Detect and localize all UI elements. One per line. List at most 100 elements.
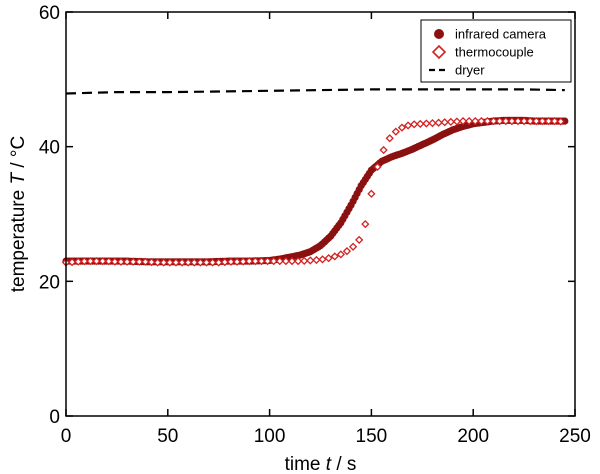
thermocouple-point <box>98 257 107 266</box>
thermocouple-point <box>391 127 400 136</box>
x-tick-label: 150 <box>356 426 388 447</box>
thermocouple-point <box>110 257 119 266</box>
thermocouple-point <box>300 256 309 265</box>
y-axis-title-prefix: temperature <box>8 185 29 293</box>
x-axis-title: time t / s <box>285 454 357 474</box>
thermocouple-point <box>489 116 498 126</box>
thermocouple-point <box>135 257 144 266</box>
thermocouple-point <box>116 257 126 266</box>
legend-box <box>420 19 572 83</box>
legend-label: dryer <box>455 63 485 78</box>
thermocouple-point <box>190 258 199 267</box>
thermocouple-point <box>556 117 565 126</box>
thermocouple-point <box>165 258 174 267</box>
y-axis-title: temperature T / °C <box>8 136 29 293</box>
y-tick-label: 60 <box>39 3 60 24</box>
legend-entries: infrared camera thermocouple dryer <box>429 27 547 78</box>
thermocouple-point <box>177 258 187 267</box>
thermocouple-point <box>184 258 193 267</box>
thermocouple-point <box>122 257 132 266</box>
thermocouple-point <box>336 250 345 259</box>
thermocouple-point <box>104 257 113 266</box>
thermocouple-point <box>208 258 217 267</box>
thermocouple-point <box>397 123 407 132</box>
plot-area <box>61 88 569 267</box>
thermocouple-point <box>220 257 229 267</box>
thermocouple-point <box>306 256 315 265</box>
thermocouple-point <box>147 257 156 267</box>
series-infrared-camera <box>62 116 569 266</box>
x-tick-label: 100 <box>254 426 286 447</box>
thermocouple-point <box>275 257 284 266</box>
y-axis-title-unit: / °C <box>8 136 29 173</box>
x-tick-label: 50 <box>157 426 178 447</box>
thermocouple-point <box>526 116 535 126</box>
thermocouple-point <box>355 235 364 244</box>
thermocouple-point <box>312 255 321 265</box>
thermocouple-point <box>348 242 358 251</box>
thermocouple-point <box>416 119 425 129</box>
thermocouple-point <box>385 134 394 143</box>
thermocouple-point <box>342 247 352 256</box>
thermocouple-point <box>519 116 529 126</box>
legend-entry: dryer <box>429 63 485 78</box>
y-tick-label: 20 <box>39 272 60 293</box>
thermocouple-point <box>330 252 339 261</box>
thermocouple-point <box>239 257 248 266</box>
y-tick-label: 40 <box>39 138 60 159</box>
thermocouple-point <box>74 257 83 266</box>
legend-entry: thermocouple <box>431 44 534 60</box>
thermocouple-point <box>471 116 480 126</box>
y-axis-title-variable: T <box>8 172 29 185</box>
legend-marker-thermocouple <box>431 44 447 60</box>
series-dryer <box>65 88 565 95</box>
thermocouple-point <box>410 120 419 129</box>
x-axis-title-prefix: time <box>285 454 326 474</box>
x-tick-label: 0 <box>61 426 72 447</box>
thermocouple-point <box>495 116 504 126</box>
thermocouple-point <box>452 117 462 126</box>
thermocouple-point <box>446 117 455 127</box>
thermocouple-point <box>483 116 492 126</box>
thermocouple-point <box>379 145 388 155</box>
legend-entry: infrared camera <box>434 27 547 42</box>
thermocouple-point <box>501 116 510 126</box>
thermocouple-point <box>202 258 211 267</box>
thermocouple-point <box>251 257 260 266</box>
thermocouple-point <box>434 118 443 127</box>
thermocouple-point <box>318 255 327 264</box>
thermocouple-point <box>477 116 486 126</box>
series-thermocouple <box>61 116 565 267</box>
thermocouple-point <box>196 258 205 267</box>
thermocouple-point <box>538 116 547 126</box>
thermocouple-point <box>245 257 254 266</box>
thermocouple-point <box>550 116 559 126</box>
thermocouple-point <box>287 257 297 266</box>
thermocouple-point <box>257 257 266 266</box>
thermocouple-point <box>458 116 468 126</box>
thermocouple-point <box>281 257 291 266</box>
thermocouple-point <box>129 257 138 266</box>
thermocouple-point <box>373 162 382 171</box>
thermocouple-point <box>67 257 77 267</box>
thermocouple-point <box>171 258 181 267</box>
thermocouple-point <box>263 257 272 266</box>
axis-tick-labels: 0 50 100 150 200 250 0 20 40 60 <box>39 3 591 447</box>
thermocouple-point <box>544 116 553 126</box>
thermocouple-point <box>361 219 370 229</box>
thermocouple-point <box>153 258 162 267</box>
thermocouple-point <box>513 116 523 126</box>
legend-marker-infrared <box>434 29 444 39</box>
x-axis-title-variable: t <box>326 454 332 474</box>
legend-label: thermocouple <box>455 45 534 60</box>
thermocouple-point <box>465 116 474 126</box>
x-tick-label: 250 <box>559 426 591 447</box>
thermocouple-point <box>232 257 242 266</box>
legend: infrared camera thermocouple dryer <box>420 19 572 83</box>
thermocouple-point <box>159 258 168 267</box>
thermocouple-point <box>214 258 223 267</box>
thermocouple-point <box>141 257 150 266</box>
thermocouple-point <box>507 116 517 126</box>
thermocouple-point <box>293 257 303 266</box>
